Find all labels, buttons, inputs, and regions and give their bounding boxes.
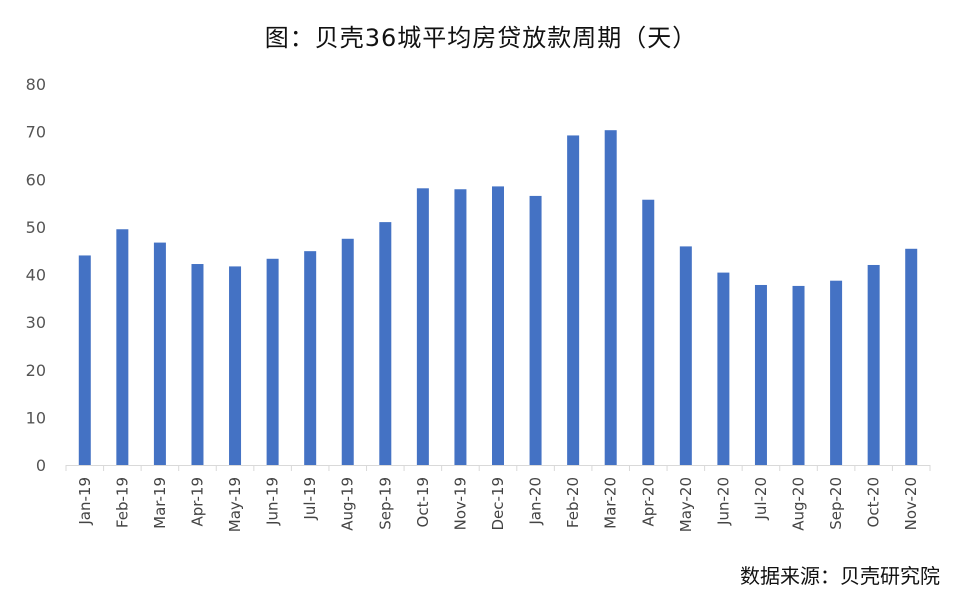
x-axis: Jan-19 Feb-19 Mar-19 Apr-19 May-19 Jun-19 Jul-…	[65, 465, 931, 532]
x-tick-label: Mar-20	[602, 477, 620, 529]
bar	[304, 251, 317, 465]
x-tick-label: Jul-20	[752, 477, 770, 521]
bar	[341, 238, 354, 465]
x-tick-label: Feb-20	[564, 477, 582, 528]
bar	[379, 222, 392, 465]
x-tick-label: Aug-20	[790, 477, 808, 531]
y-tick-label: 30	[26, 313, 46, 332]
x-tick-label: Jan-20	[527, 477, 545, 526]
bar	[78, 255, 91, 465]
x-tick-label: Aug-19	[339, 477, 357, 531]
bar	[717, 272, 730, 465]
x-tick-label: Sep-20	[827, 477, 845, 530]
bar	[754, 284, 767, 465]
bar	[116, 229, 129, 465]
x-tick-label: Oct-20	[865, 477, 883, 527]
bar	[529, 195, 542, 465]
y-tick-label: 80	[26, 75, 46, 94]
x-tick-label: Jan-19	[76, 477, 94, 526]
x-tick-label: Apr-19	[188, 477, 206, 527]
x-tick-label: May-20	[677, 477, 695, 532]
bar	[229, 266, 242, 465]
bar	[830, 280, 843, 465]
y-tick-label: 70	[26, 123, 46, 142]
bar	[679, 246, 692, 465]
y-tick-label: 40	[26, 266, 46, 285]
x-tick-label: Jun-20	[714, 477, 732, 526]
x-tick-label: May-19	[226, 477, 244, 532]
y-tick-label: 60	[26, 170, 46, 189]
bar	[416, 188, 429, 465]
chart-title: 图：贝壳36城平均房贷放款周期（天）	[264, 24, 698, 52]
bar	[153, 242, 166, 465]
x-tick-label: Oct-19	[414, 477, 432, 527]
x-tick-label: Mar-19	[151, 477, 169, 529]
bar	[191, 264, 204, 465]
bar	[492, 186, 504, 466]
bars	[78, 130, 918, 466]
x-tick-label: Sep-19	[376, 477, 394, 530]
bar	[867, 264, 880, 465]
bar	[905, 248, 918, 465]
x-tick-label: Nov-19	[451, 477, 469, 530]
y-tick-label: 50	[26, 218, 46, 237]
bar	[454, 189, 467, 465]
bar	[567, 135, 580, 465]
y-tick-label: 0	[36, 456, 46, 475]
x-tick-label: Nov-20	[902, 477, 920, 530]
x-tick-label: Dec-19	[489, 477, 507, 531]
y-tick-label: 20	[26, 361, 46, 380]
y-tick-label: 10	[26, 408, 46, 427]
x-tick-label: Jun-19	[264, 477, 282, 526]
y-axis: 0 10 20 30 40 50 60 70 80	[26, 75, 46, 475]
x-tick-label: Apr-20	[639, 477, 657, 527]
x-tick-label: Jul-19	[301, 477, 319, 521]
source-note: 数据来源：贝壳研究院	[740, 564, 940, 588]
bar	[604, 130, 617, 466]
bar	[642, 199, 655, 465]
bar	[266, 258, 279, 465]
x-tick-label: Feb-19	[113, 477, 131, 528]
bar	[792, 285, 805, 465]
